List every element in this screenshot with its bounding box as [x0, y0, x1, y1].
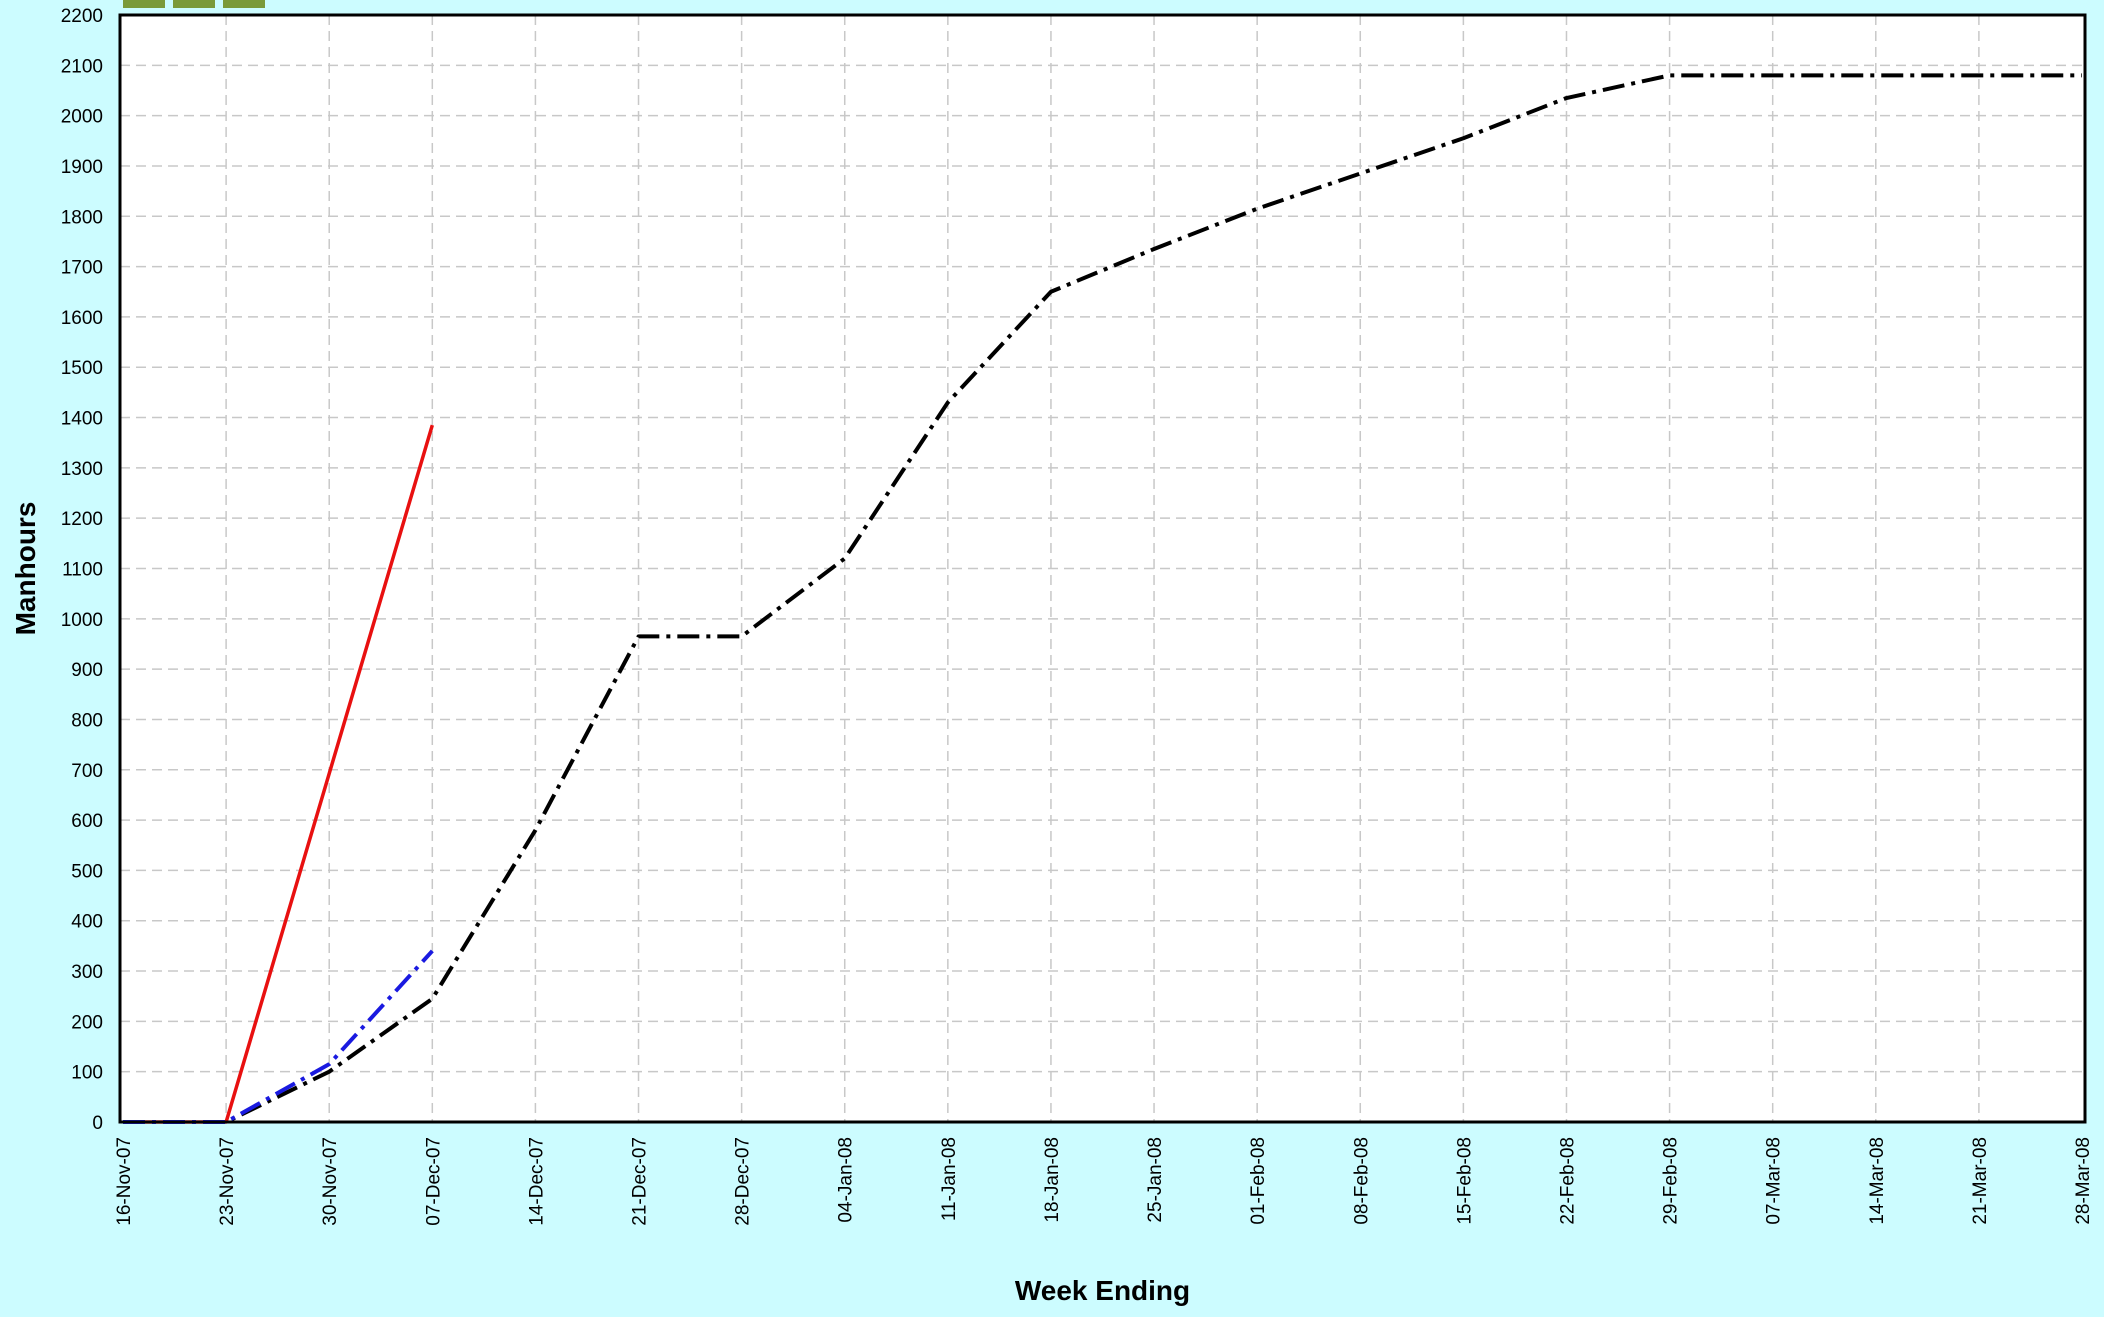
- x-tick-label: 11-Jan-08: [939, 1137, 960, 1221]
- y-tick-label: 2100: [61, 56, 103, 77]
- y-tick-label: 200: [71, 1012, 103, 1033]
- y-tick-label: 1700: [61, 258, 103, 279]
- x-tick-label: 29-Feb-08: [1661, 1137, 1682, 1225]
- y-tick-label: 2200: [61, 6, 103, 27]
- x-tick-label: 22-Feb-08: [1557, 1137, 1578, 1225]
- legend-swatch: [223, 0, 265, 8]
- y-axis-title: Manhours: [10, 502, 41, 636]
- x-tick-label: 07-Mar-08: [1764, 1137, 1785, 1225]
- legend-swatches: [123, 0, 265, 8]
- y-tick-label: 700: [71, 761, 103, 782]
- x-tick-label: 07-Dec-07: [423, 1137, 444, 1226]
- y-tick-label: 1900: [61, 157, 103, 178]
- x-tick-label: 30-Nov-07: [320, 1137, 341, 1226]
- y-tick-label: 1500: [61, 358, 103, 379]
- x-tick-label: 21-Dec-07: [630, 1137, 651, 1226]
- x-tick-label: 01-Feb-08: [1248, 1137, 1269, 1225]
- x-tick-label: 25-Jan-08: [1145, 1137, 1166, 1223]
- series-line-1: [123, 73, 2082, 1124]
- y-tick-label: 1600: [61, 308, 103, 329]
- plot-border: [118, 13, 2087, 1124]
- x-tick-label: 04-Jan-08: [836, 1137, 857, 1223]
- x-tick-label: 21-Mar-08: [1970, 1137, 1991, 1225]
- x-tick-label: 15-Feb-08: [1454, 1137, 1475, 1225]
- x-tick-label: 28-Dec-07: [733, 1137, 754, 1226]
- y-tick-label: 1100: [62, 560, 103, 581]
- y-tick-label: 2000: [61, 107, 103, 128]
- y-tick-label: 100: [71, 1063, 103, 1084]
- x-tick-label: 28-Mar-08: [2073, 1137, 2094, 1225]
- y-tick-label: 1300: [61, 459, 103, 480]
- y-tick-label: 500: [71, 861, 103, 882]
- x-tick-label: 18-Jan-08: [1042, 1137, 1063, 1223]
- y-tick-label: 800: [71, 710, 103, 731]
- y-tick-label: 900: [71, 660, 103, 681]
- legend-swatch: [173, 0, 215, 8]
- x-tick-label: 08-Feb-08: [1351, 1137, 1372, 1225]
- x-axis-title: Week Ending: [1015, 1275, 1190, 1306]
- y-tick-label: 1800: [61, 207, 103, 228]
- y-tick-label: 400: [71, 912, 103, 933]
- y-tick-label: 1400: [61, 409, 103, 430]
- x-axis-ticks: 16-Nov-07 23-Nov-07 30-Nov-07 07-Dec-07 14-D…: [114, 1137, 2094, 1226]
- y-tick-label: 1000: [61, 610, 103, 631]
- legend-swatch: [123, 0, 165, 8]
- x-tick-label: 23-Nov-07: [217, 1137, 238, 1226]
- y-tick-label: 1200: [61, 509, 103, 530]
- y-axis-ticks: 0 100 200 300 400 500 600 700 800 900 1000 1100 1200…: [61, 6, 103, 1134]
- y-tick-label: 0: [92, 1113, 103, 1134]
- y-tick-label: 300: [71, 962, 103, 983]
- x-tick-label: 14-Mar-08: [1867, 1137, 1888, 1225]
- y-tick-label: 600: [71, 811, 103, 832]
- x-tick-label: 14-Dec-07: [526, 1137, 547, 1226]
- x-tick-label: 16-Nov-07: [114, 1137, 135, 1226]
